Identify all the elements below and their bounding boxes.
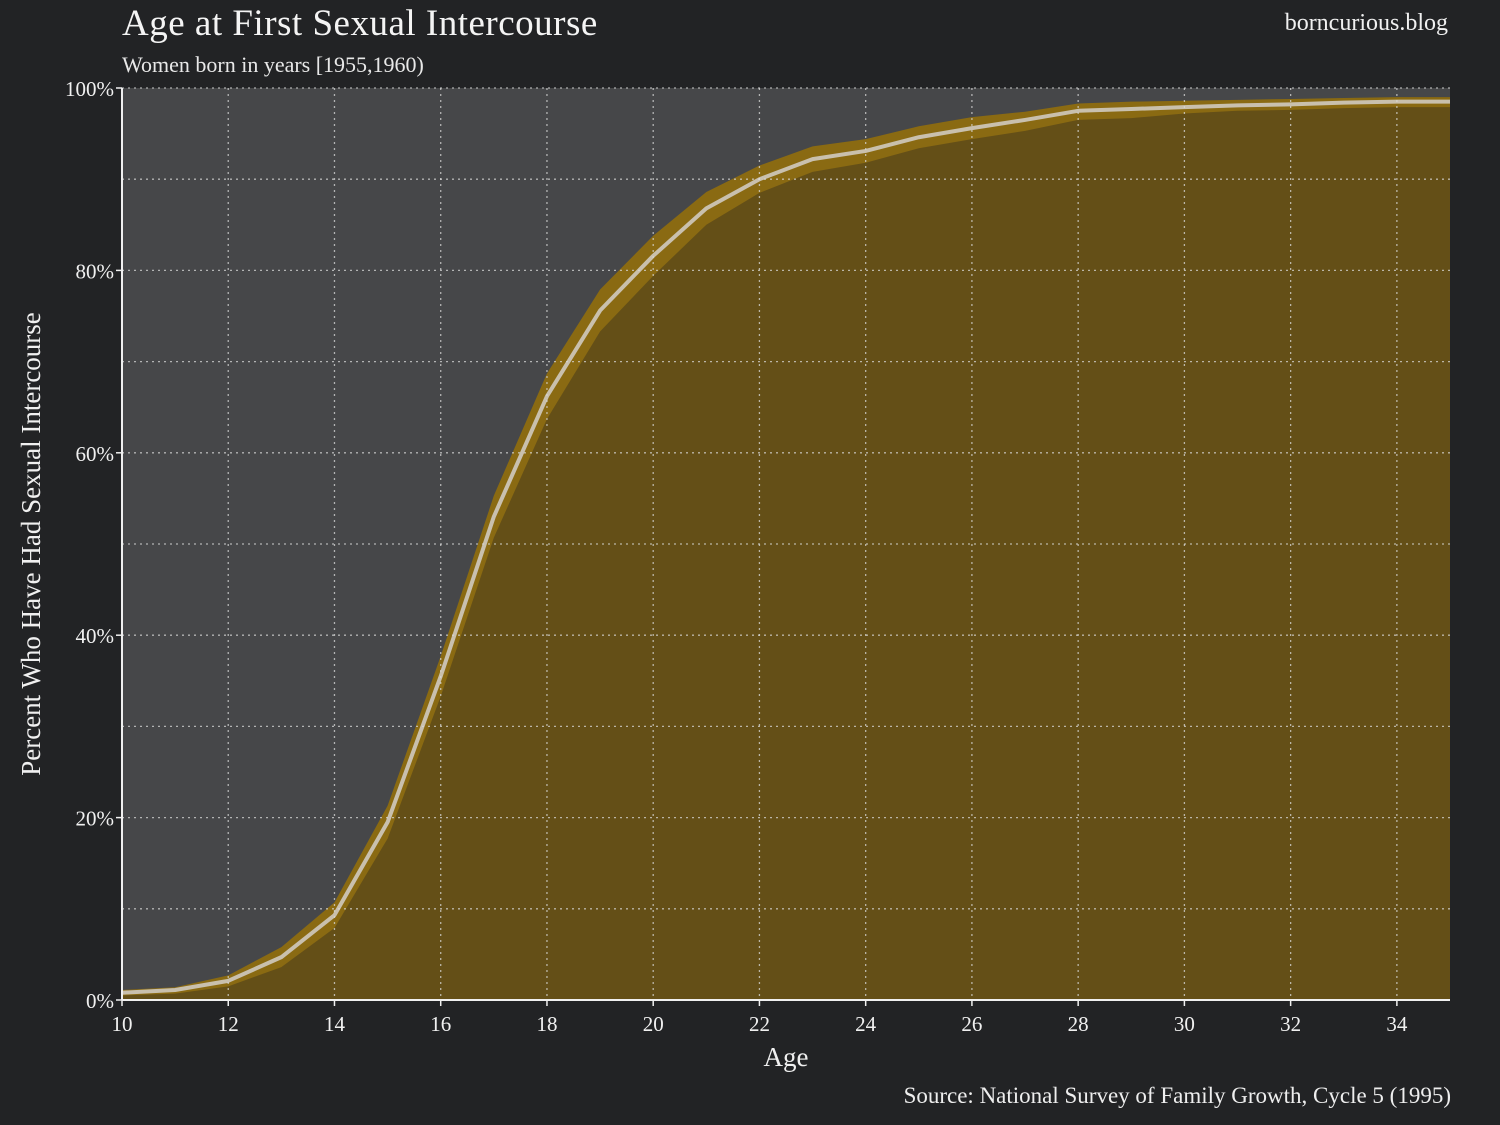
x-tick-label: 16 xyxy=(430,1012,451,1036)
x-tick-label: 12 xyxy=(218,1012,239,1036)
y-tick-label: 100% xyxy=(65,77,114,101)
chart-subtitle: Women born in years [1955,1960) xyxy=(122,52,424,77)
x-tick-label: 32 xyxy=(1280,1012,1301,1036)
chart-title: Age at First Sexual Intercourse xyxy=(122,3,598,44)
x-tick-label: 26 xyxy=(961,1012,982,1036)
x-tick-label: 10 xyxy=(112,1012,133,1036)
series-line xyxy=(121,99,1450,995)
y-tick-label: 80% xyxy=(76,259,115,283)
y-tick-label: 0% xyxy=(86,989,114,1013)
y-tick-label: 60% xyxy=(76,442,115,466)
y-tick-label: 40% xyxy=(76,624,115,648)
x-axis-label: Age xyxy=(764,1042,809,1072)
x-tick-label: 28 xyxy=(1068,1012,1089,1036)
y-tick-label: 20% xyxy=(76,807,115,831)
x-tick-label: 34 xyxy=(1386,1012,1408,1036)
source-note: Source: National Survey of Family Growth… xyxy=(903,1083,1451,1108)
x-tick-label: 30 xyxy=(1174,1012,1195,1036)
brand-label: borncurious.blog xyxy=(1284,10,1448,36)
x-tick-label: 20 xyxy=(643,1012,664,1036)
x-tick-label: 14 xyxy=(324,1012,346,1036)
area-fill xyxy=(122,101,1450,1001)
x-tick-label: 22 xyxy=(749,1012,770,1036)
y-axis-label: Percent Who Have Had Sexual Intercourse xyxy=(16,312,46,776)
x-tick-label: 18 xyxy=(536,1012,557,1036)
x-tick-label: 24 xyxy=(855,1012,877,1036)
